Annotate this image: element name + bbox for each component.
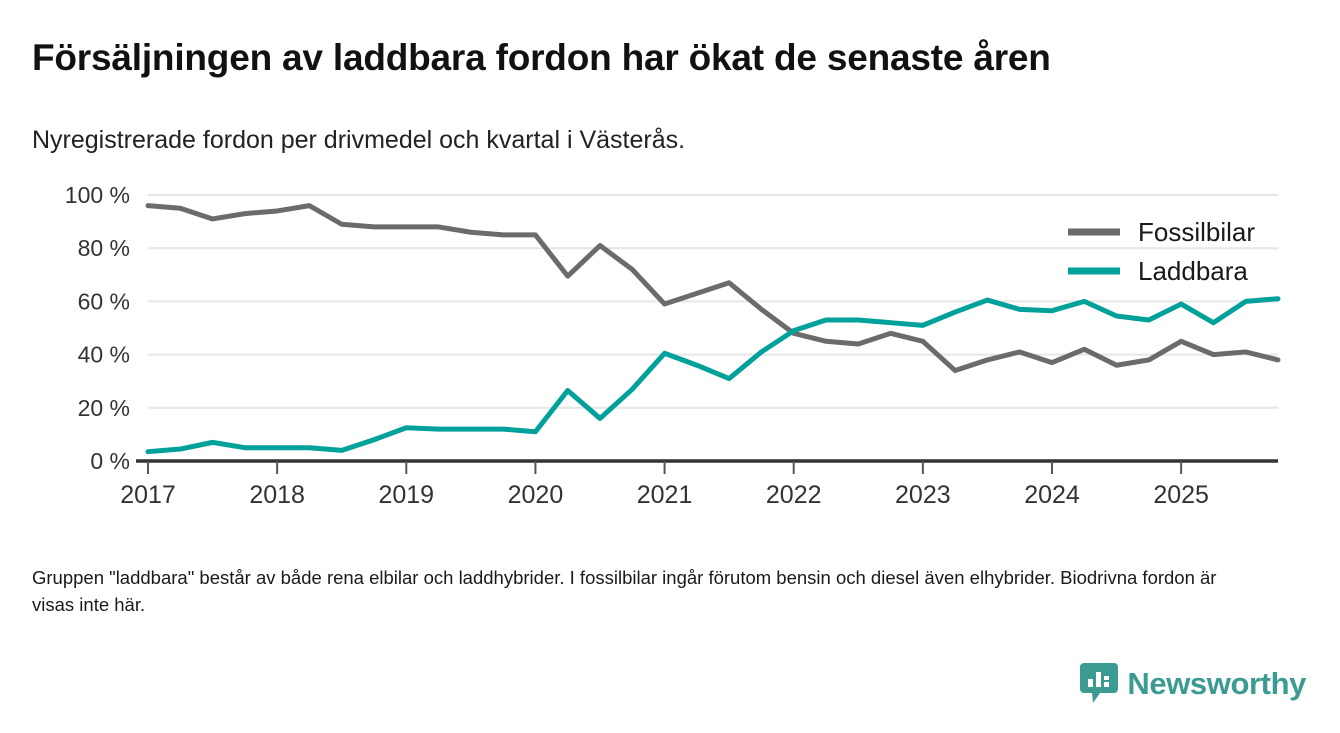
- legend-label: Fossilbilar: [1138, 217, 1255, 247]
- x-axis-tick-labels: 2017 2018 2019 2020 2021 2022 2023 2024 2025: [120, 481, 1209, 509]
- x-tick-label: 2018: [249, 481, 305, 509]
- x-tick-label: 2020: [508, 481, 564, 509]
- series-line-fossilbilar: [145, 203, 1281, 374]
- series-line-laddbara: [145, 296, 1281, 455]
- page-title: Försäljningen av laddbara fordon har öka…: [32, 37, 1051, 78]
- y-tick-label: 20 %: [78, 395, 130, 421]
- x-tick-label: 2024: [1024, 481, 1080, 509]
- x-tick-label: 2025: [1153, 481, 1209, 509]
- chart-footnote: Gruppen "laddbara" består av både rena e…: [32, 567, 1217, 615]
- y-tick-label: 60 %: [78, 288, 130, 314]
- y-tick-label: 40 %: [78, 342, 130, 368]
- line-chart: 0 % 20 % 40 % 60 % 80 % 100 % 2017 2018 2019 202…: [65, 182, 1281, 509]
- gridlines: [148, 194, 1278, 409]
- chart-subtitle: Nyregistrerade fordon per drivmedel och …: [32, 126, 686, 154]
- x-tick-label: 2023: [895, 481, 951, 509]
- x-tick-label: 2019: [378, 481, 434, 509]
- y-axis-tick-labels: 0 % 20 % 40 % 60 % 80 % 100 %: [65, 182, 130, 474]
- x-axis: [136, 459, 1278, 474]
- y-tick-label: 80 %: [78, 235, 130, 261]
- brand-name: Newsworthy: [1127, 665, 1306, 701]
- x-tick-label: 2017: [120, 481, 176, 509]
- data-series: [145, 203, 1281, 455]
- y-tick-label: 100 %: [65, 182, 130, 208]
- y-tick-label: 0 %: [90, 448, 130, 474]
- bar-chart-speech-bubble-icon: [1080, 663, 1119, 703]
- legend-label: Laddbara: [1138, 256, 1248, 286]
- x-tick-label: 2022: [766, 481, 822, 509]
- brand-logo: Newsworthy: [1080, 663, 1306, 703]
- chart-plot-area: 0 % 20 % 40 % 60 % 80 % 100 % 2017 2018 2019 202…: [0, 178, 1340, 518]
- x-tick-label: 2021: [637, 481, 693, 509]
- chart-legend: Fossilbilar Laddbara: [1068, 217, 1255, 286]
